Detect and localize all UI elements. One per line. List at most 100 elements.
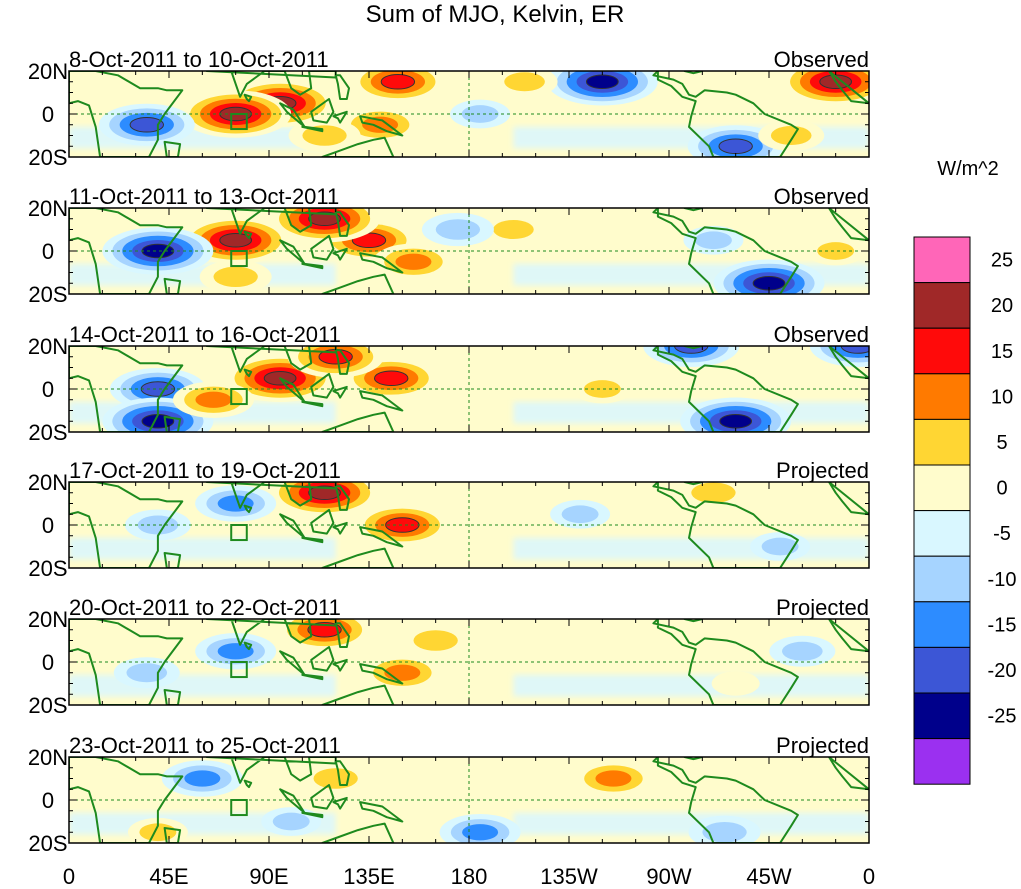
panel-status: Observed: [774, 322, 869, 347]
anomaly-field: [69, 346, 869, 432]
panel-6: 20N 0 20S 23-Oct-2011 to 25-Oct-2011 Project…: [28, 733, 870, 856]
panel-date-range: 20-Oct-2011 to 22-Oct-2011: [69, 595, 341, 620]
y-tick-label: 0: [42, 239, 54, 264]
anomaly-6: [550, 499, 611, 529]
colorbar-unit: W/m^2: [937, 158, 999, 180]
anomaly-7: [480, 214, 547, 245]
panel-date-range: 14-Oct-2011 to 16-Oct-2011: [69, 322, 341, 347]
panel-status: Observed: [774, 184, 869, 209]
y-tick-label: 20N: [28, 196, 68, 221]
colorbar-tick-label: 0: [996, 478, 1007, 500]
anomaly-7: [750, 532, 811, 561]
panel-status: Observed: [774, 47, 869, 72]
anomaly-6: [491, 71, 558, 98]
anomaly-9: [199, 260, 272, 294]
colorbar-tick-label: -5: [993, 523, 1011, 545]
anomaly-4: [102, 227, 214, 275]
coastlines: [69, 757, 869, 843]
anomaly-10: [572, 374, 633, 404]
y-tick-label: 20S: [28, 420, 67, 445]
anomaly-4: [677, 482, 750, 510]
y-tick-label: 0: [42, 788, 54, 813]
anomaly-1: [180, 216, 292, 264]
anomaly-12: [450, 99, 511, 129]
anomaly-5: [688, 815, 761, 843]
y-tick-label: 20S: [28, 556, 67, 581]
colorbar-swatch: [913, 464, 971, 512]
y-tick-label: 20S: [28, 831, 67, 856]
colorbar-swatch: [913, 646, 971, 694]
y-tick-label: 20N: [28, 334, 68, 359]
coastlines: [69, 482, 869, 568]
anomaly-8: [489, 502, 538, 527]
x-tick-label: 180: [451, 864, 488, 889]
x-tick-label: 45W: [746, 864, 791, 889]
colorbar-swatch: [913, 236, 971, 284]
panel-2: 20N 0 20S 11-Oct-2011 to 13-Oct-2011 Observe…: [28, 184, 870, 307]
colorbar-swatch: [913, 601, 971, 648]
anomaly-5: [713, 259, 825, 294]
anomaly-4: [439, 814, 521, 843]
x-tick-label: 135W: [540, 864, 598, 889]
y-tick-label: 20N: [28, 607, 68, 632]
x-tick-label: 90E: [249, 864, 288, 889]
anomaly-8: [711, 671, 760, 696]
anomaly-11: [758, 120, 825, 151]
colorbar-tick-label: -10: [988, 569, 1017, 591]
anomaly-6: [261, 807, 322, 836]
colorbar-tick-label: 20: [991, 295, 1013, 317]
colorbar-tick-label: -15: [988, 614, 1017, 636]
x-tick-label: 0: [863, 864, 875, 889]
x-tick-label: 0: [63, 864, 75, 889]
colorbar-swatch: [913, 555, 971, 603]
y-tick-label: 20N: [28, 59, 68, 84]
panel-3: 20N 0 20S 14-Oct-2011 to 16-Oct-2011 Observe…: [28, 322, 870, 445]
coastlines: [69, 346, 869, 432]
colorbar-tick-label: -25: [988, 706, 1017, 728]
anomaly-5: [349, 71, 446, 103]
colorbar-swatch: [913, 282, 971, 329]
anomaly-8: [421, 212, 494, 247]
x-tick-label: 90W: [646, 864, 691, 889]
colorbar-tick-label: 25: [991, 250, 1013, 272]
anomaly-1: [572, 760, 654, 797]
colorbar-swatch: [913, 373, 971, 420]
anomaly-11: [476, 365, 528, 391]
coastlines: [69, 71, 869, 157]
x-tick-label: 45E: [149, 864, 188, 889]
anomaly-4: [546, 71, 658, 106]
anomaly-3: [195, 485, 277, 522]
x-tick-label: 135E: [343, 864, 394, 889]
x-axis: 0 45E 90E 135E 180 135W 90W 45W 0: [63, 864, 875, 889]
panel-status: Projected: [776, 458, 869, 483]
anomaly-7: [521, 638, 573, 664]
colorbar-swatch: [913, 327, 971, 375]
anomaly-field: [69, 619, 869, 697]
anomaly-6: [769, 635, 836, 667]
anomaly-7: [172, 381, 254, 418]
panel-date-range: 11-Oct-2011 to 13-Oct-2011: [69, 184, 339, 209]
anomaly-6: [680, 397, 792, 432]
y-tick-label: 20S: [28, 145, 67, 170]
y-tick-label: 0: [42, 650, 54, 675]
colorbar-tick-label: 10: [991, 386, 1013, 408]
anomaly-3: [195, 633, 277, 670]
colorbar-swatch: [913, 418, 971, 466]
colorbar: W/m^2 25 20 15 10 5 0 -5 -10 -15 -20 -25: [913, 158, 1017, 785]
y-tick-label: 0: [42, 102, 54, 127]
colorbar-tick-label: 5: [996, 432, 1007, 454]
y-tick-label: 0: [42, 377, 54, 402]
colorbar-swatch: [913, 692, 971, 740]
y-tick-label: 20S: [28, 693, 67, 718]
panel-status: Projected: [776, 733, 869, 758]
chart-title: Sum of MJO, Kelvin, ER: [366, 1, 625, 28]
y-tick-label: 0: [42, 513, 54, 538]
colorbar-swatch: [913, 738, 971, 785]
anomaly-11: [683, 225, 744, 255]
panel-date-range: 17-Oct-2011 to 19-Oct-2011: [69, 458, 341, 483]
colorbar-swatch: [913, 510, 971, 557]
y-tick-label: 20N: [28, 745, 68, 770]
anomaly-10: [805, 236, 866, 266]
y-tick-label: 20N: [28, 470, 68, 495]
